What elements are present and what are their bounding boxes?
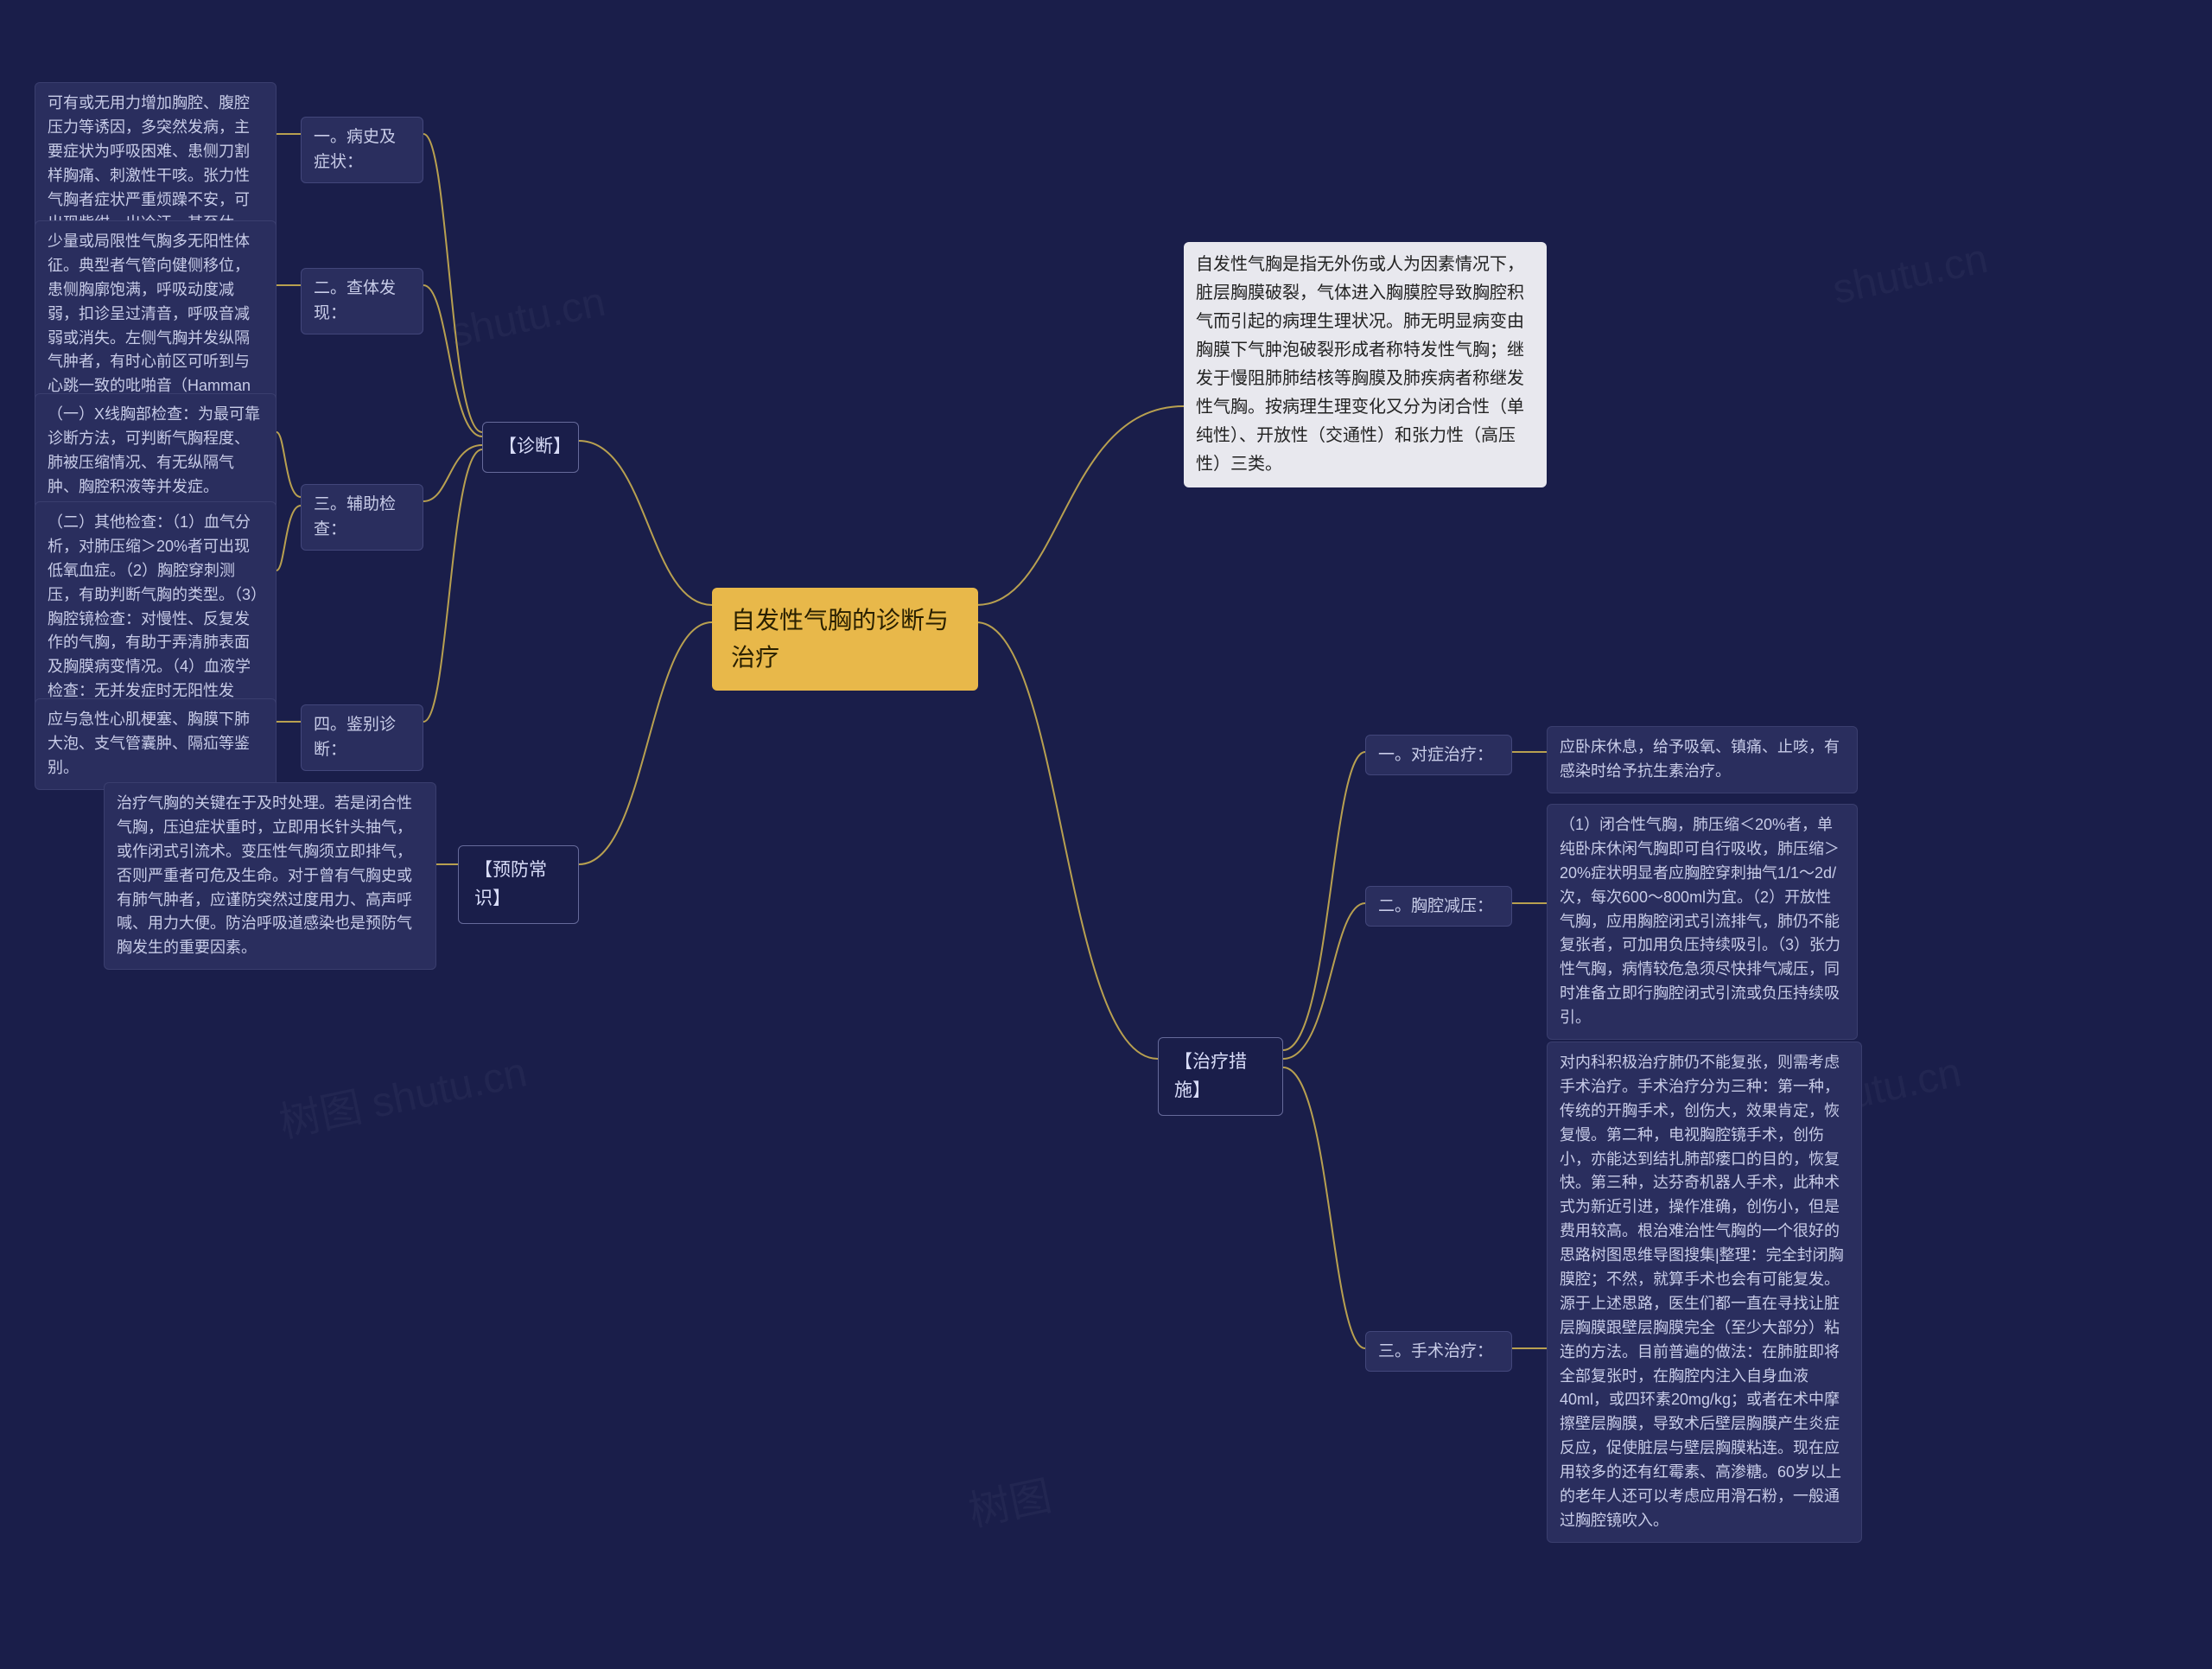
watermark: 树图 shutu.cn (273, 1038, 531, 1150)
root-node: 自发性气胸的诊断与治疗 (712, 588, 978, 691)
section-prevention: 【预防常识】 (458, 845, 579, 924)
treatment-symptomatic-text: 应卧床休息，给予吸氧、镇痛、止咳，有感染时给予抗生素治疗。 (1547, 726, 1858, 793)
intro-text: 自发性气胸是指无外伤或人为因素情况下，脏层胸膜破裂，气体进入胸膜腔导致胸腔积气而… (1184, 242, 1547, 487)
section-diagnosis: 【诊断】 (482, 422, 579, 473)
treatment-sub-decompress: 二。胸腔减压： (1365, 886, 1512, 927)
diagnosis-diff-text: 应与急性心肌梗塞、胸膜下肺大泡、支气管囊肿、隔疝等鉴别。 (35, 698, 276, 790)
diagnosis-sub-aux: 三。辅助检查： (301, 484, 423, 551)
prevention-text: 治疗气胸的关键在于及时处理。若是闭合性气胸，压迫症状重时，立即用长针头抽气，或作… (104, 782, 436, 970)
diagnosis-sub-exam: 二。查体发现： (301, 268, 423, 334)
diagnosis-sub-history: 一。病史及症状： (301, 117, 423, 183)
watermark: shutu.cn (1828, 235, 1992, 315)
treatment-sub-symptomatic: 一。对症治疗： (1365, 735, 1512, 775)
treatment-sub-surgery: 三。手术治疗： (1365, 1331, 1512, 1372)
watermark: 树图 (963, 1462, 1056, 1538)
diagnosis-aux-xray: （一）X线胸部检查：为最可靠诊断方法，可判断气胸程度、肺被压缩情况、有无纵隔气肿… (35, 393, 276, 509)
diagnosis-sub-diff: 四。鉴别诊断： (301, 704, 423, 771)
treatment-decompress-text: （1）闭合性气胸，肺压缩＜20%者，单纯卧床休闲气胸即可自行吸收，肺压缩＞20%… (1547, 804, 1858, 1040)
section-treatment: 【治疗措施】 (1158, 1037, 1283, 1116)
treatment-surgery-text: 对内科积极治疗肺仍不能复张，则需考虑手术治疗。手术治疗分为三种：第一种，传统的开… (1547, 1042, 1862, 1543)
watermark: shutu.cn (446, 278, 609, 358)
